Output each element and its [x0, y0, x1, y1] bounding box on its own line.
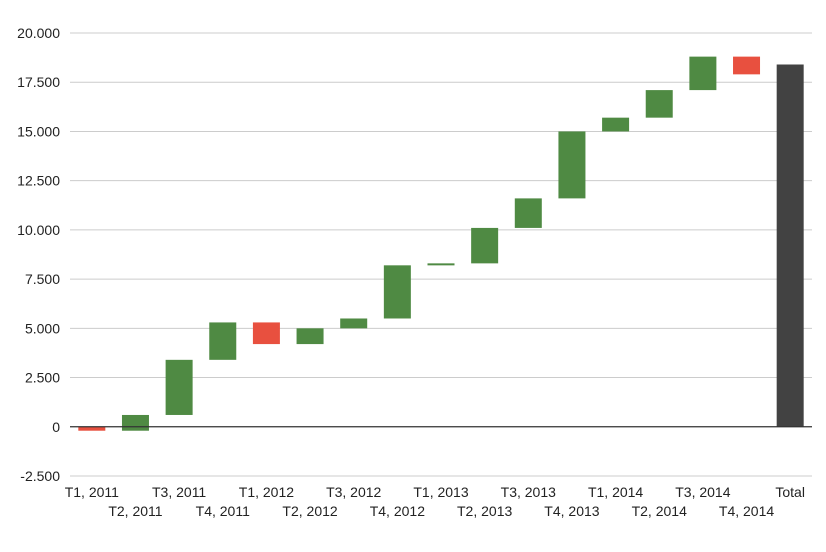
bar-increase [514, 198, 542, 228]
bars [78, 56, 804, 431]
bar-increase [121, 414, 149, 431]
y-tick-label: 20.000 [17, 25, 60, 41]
x-tick-label: T3, 2011 [152, 484, 206, 500]
x-tick-label: T4, 2014 [719, 503, 774, 519]
x-tick-label: T1, 2012 [239, 484, 294, 500]
x-tick-label: T1, 2014 [588, 484, 643, 500]
bar-increase [296, 328, 324, 345]
x-tick-label: T2, 2013 [457, 503, 512, 519]
bar-increase [645, 90, 673, 118]
bar-total [776, 64, 804, 427]
bar-increase [383, 265, 411, 319]
y-tick-label: 5.000 [25, 320, 60, 336]
bar-decrease [733, 56, 761, 75]
bar-increase [558, 131, 586, 199]
bar-increase [602, 117, 630, 132]
y-tick-label: 7.500 [25, 271, 60, 287]
y-tick-label: 10.000 [17, 222, 60, 238]
bar-increase [427, 263, 455, 266]
x-tick-label: T4, 2012 [370, 503, 425, 519]
y-tick-label: 17.500 [17, 74, 60, 90]
bar-decrease [78, 426, 106, 431]
bar-decrease [252, 322, 280, 345]
y-tick-label: 12.500 [17, 173, 60, 189]
x-tick-label: T2, 2014 [632, 503, 687, 519]
y-axis-ticks: -2.500 0 2.500 5.000 7.500 10.000 12.500 15.000… [17, 25, 60, 484]
x-tick-label: T4, 2011 [196, 503, 250, 519]
y-tick-label: -2.500 [20, 468, 60, 484]
bar-increase [340, 318, 368, 329]
x-tick-label: T1, 2011 [65, 484, 119, 500]
y-tick-label: 15.000 [17, 123, 60, 139]
x-tick-label: T3, 2014 [675, 484, 730, 500]
bar-increase [209, 322, 237, 360]
x-tick-label: T3, 2013 [501, 484, 556, 500]
bar-increase [165, 359, 193, 415]
y-tick-label: 0 [52, 419, 60, 435]
x-tick-label: T2, 2011 [108, 503, 162, 519]
x-tick-label: T4, 2013 [544, 503, 599, 519]
x-axis-ticks: T1, 2011 T2, 2011 T3, 2011 T4, 2011 T1, 2012… [65, 484, 805, 519]
bar-increase [471, 227, 499, 264]
y-tick-label: 2.500 [25, 370, 60, 386]
x-tick-label: T3, 2012 [326, 484, 381, 500]
x-tick-label: T1, 2013 [413, 484, 468, 500]
x-tick-label: Total [775, 484, 805, 500]
x-tick-label: T2, 2012 [282, 503, 337, 519]
grid-layer [70, 32, 812, 477]
bar-increase [689, 56, 717, 91]
